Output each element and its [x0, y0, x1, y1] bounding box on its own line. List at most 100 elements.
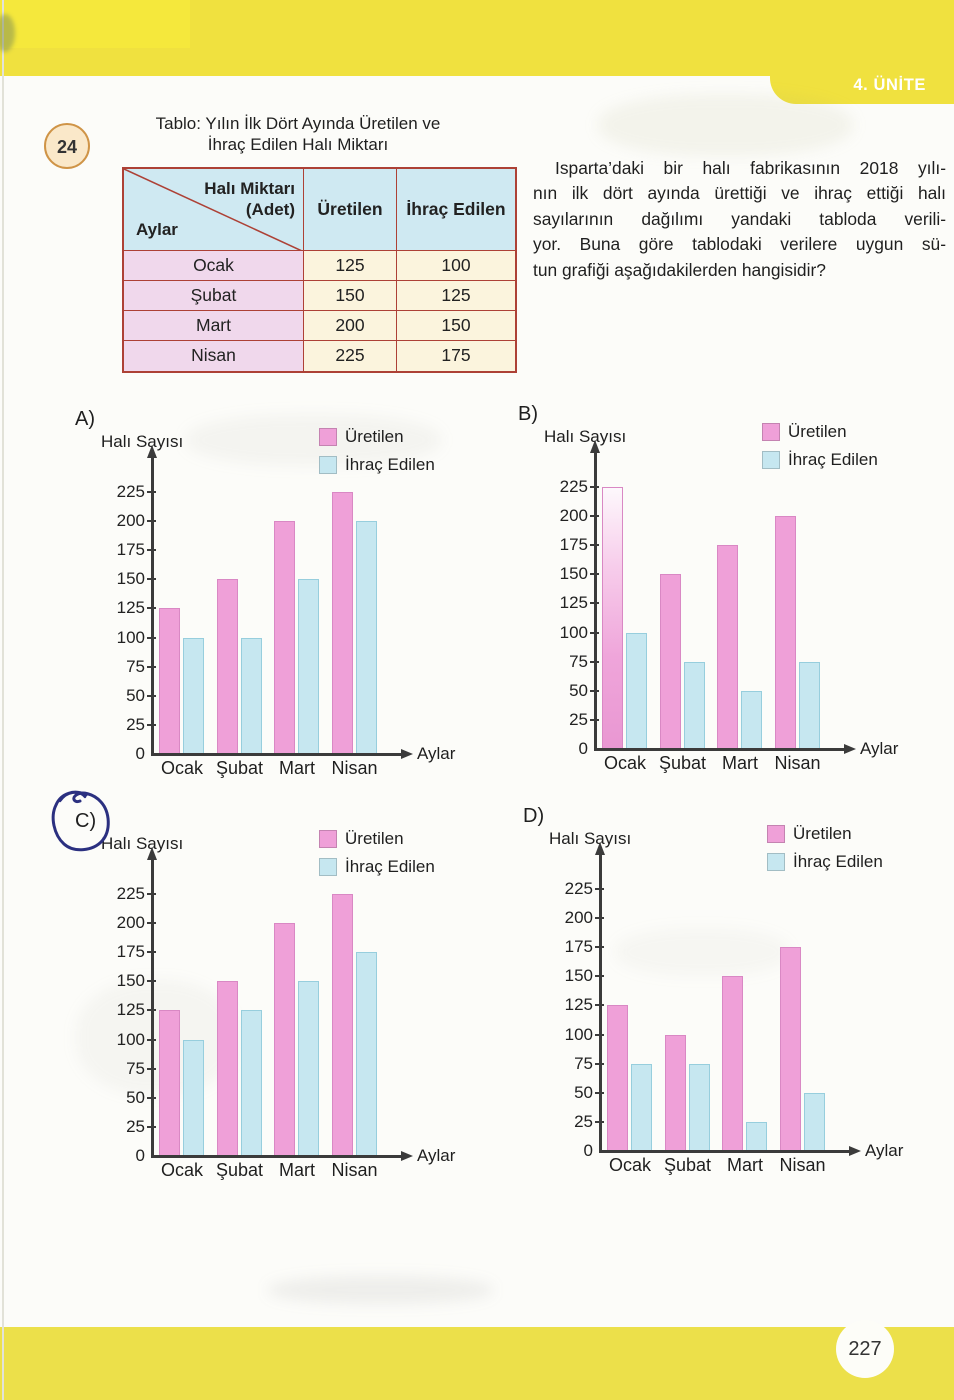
uretilen-cell: 200: [304, 311, 397, 341]
bar-ihrac-edilen-ocak: [626, 633, 647, 749]
bar-ihrac-edilen-ocak: [183, 638, 204, 754]
y-tick-label: 25: [574, 1111, 593, 1131]
y-tick: [595, 1033, 604, 1036]
ihrac-cell: 150: [397, 311, 515, 341]
y-tick-label: 175: [559, 535, 588, 555]
scan-smudge: [598, 94, 853, 156]
y-tick: [147, 520, 156, 523]
x-category-label: Mart: [279, 758, 315, 778]
y-tick: [147, 893, 156, 895]
y-axis-arrow: [147, 847, 157, 860]
x-axis-title: Aylar: [865, 1141, 904, 1160]
y-tick-label: 150: [116, 971, 145, 991]
y-tick-label: 125: [116, 598, 145, 618]
y-tick: [595, 946, 604, 949]
answer-pen-circle: [51, 790, 110, 852]
bar-ihrac-edilen-şubat: [240, 638, 262, 754]
y-tick-label: 75: [569, 651, 588, 671]
y-tick-label: 25: [126, 714, 145, 734]
table-row: Ocak 125 100: [124, 251, 515, 281]
y-tick-label: 50: [574, 1082, 593, 1102]
corner-label-top2: (Adet): [245, 200, 295, 219]
x-axis-title: Aylar: [417, 744, 456, 763]
bar-uretilen-ocak: [159, 608, 180, 754]
y-axis-title: Halı Sayısı: [549, 829, 632, 848]
bar-uretilen-şubat: [664, 1035, 686, 1151]
table-corner-cell: Halı Miktarı (Adet) Aylar: [124, 169, 304, 251]
y-tick: [147, 1009, 156, 1012]
question-text-line: nın ilk dört ayında ürettiği ve ihraç et…: [533, 183, 946, 204]
y-tick: [147, 1096, 156, 1099]
bar-ihrac-edilen-şubat: [240, 1010, 262, 1156]
question-text-line: yor. Buna göre tablodaki verilere uygun …: [533, 234, 946, 255]
y-tick-label: 0: [135, 744, 145, 763]
y-tick: [147, 723, 156, 726]
y-tick: [147, 951, 156, 954]
y-tick: [590, 602, 599, 605]
bar-ihrac-edilen-nisan: [355, 952, 377, 1156]
x-category-label: Şubat: [215, 1160, 264, 1180]
legend-label: İhraç Edilen: [345, 857, 435, 876]
x-axis: [599, 1150, 849, 1153]
y-tick: [147, 1067, 156, 1070]
y-tick-label: 150: [564, 966, 593, 986]
legend-swatch-uretilen: [762, 423, 780, 441]
option-label: B): [518, 403, 538, 425]
y-tick-label: 125: [559, 593, 588, 613]
chart-option-c: C) Halı Sayısı Üretilen İhraç Edilen Ocak Şub…: [57, 806, 502, 1196]
y-tick: [147, 694, 156, 697]
y-tick-label: 50: [569, 680, 588, 700]
bar-uretilen-nisan: [774, 516, 796, 749]
bar-uretilen-nisan: [779, 947, 801, 1151]
x-axis: [151, 753, 401, 756]
table-row: Nisan 225 175: [124, 341, 515, 371]
scan-smudge: [186, 414, 441, 466]
legend-label: İhraç Edilen: [345, 455, 435, 474]
y-tick: [147, 491, 156, 493]
y-tick-label: 225: [116, 884, 145, 903]
legend-swatch-ihrac-edilen: [762, 451, 780, 469]
y-tick: [147, 665, 156, 668]
column-header-ihrac: İhraç Edilen: [397, 169, 515, 251]
x-axis-arrow: [401, 749, 413, 759]
y-axis-arrow: [595, 842, 605, 855]
table-title: Tablo: Yılın İlk Dört Ayında Üretilen ve…: [128, 113, 468, 155]
y-tick-label: 125: [116, 1000, 145, 1020]
y-tick: [590, 718, 599, 721]
bar-uretilen-mart: [717, 545, 738, 749]
question-number-badge: 24: [44, 123, 90, 169]
table-title-line-2: İhraç Edilen Halı Miktarı: [207, 135, 389, 154]
uretilen-cell: 125: [304, 251, 397, 281]
y-tick: [595, 1004, 604, 1007]
x-category-label: Nisan: [331, 1160, 378, 1180]
y-tick-label: 50: [126, 685, 145, 705]
unit-tab-label: 4. ÜNİTE: [853, 76, 926, 94]
bar-uretilen-şubat: [659, 574, 681, 749]
y-axis-title: Halı Sayısı: [101, 432, 184, 451]
y-axis-title: Halı Sayısı: [544, 427, 627, 446]
y-tick-label: 200: [116, 511, 145, 531]
y-tick: [590, 486, 599, 488]
legend-swatch-ihrac-edilen: [319, 456, 337, 474]
legend-label: Üretilen: [345, 829, 404, 848]
x-category-label: Mart: [722, 753, 758, 773]
column-header-uretilen: Üretilen: [304, 169, 397, 251]
y-tick: [590, 544, 599, 547]
y-tick: [590, 660, 599, 663]
legend-swatch-uretilen: [767, 825, 785, 843]
y-tick: [590, 515, 599, 518]
table-row: Mart 200 150: [124, 311, 515, 341]
bar-ihrac-edilen-nisan: [803, 1093, 825, 1151]
legend-label: Üretilen: [788, 422, 847, 441]
chart-option-d: D) Halı Sayısı Üretilen İhraç Edilen Ocak Şub…: [505, 801, 950, 1191]
y-tick-label: 225: [564, 879, 593, 898]
legend-label: İhraç Edilen: [788, 450, 878, 469]
bar-uretilen-ocak: [607, 1005, 628, 1151]
bar-ihrac-edilen-mart: [298, 579, 319, 754]
y-tick: [147, 1125, 156, 1128]
x-axis: [594, 748, 844, 751]
y-tick-label: 150: [116, 569, 145, 589]
y-tick-label: 100: [116, 1029, 145, 1049]
top-band-highlight: [0, 0, 190, 48]
